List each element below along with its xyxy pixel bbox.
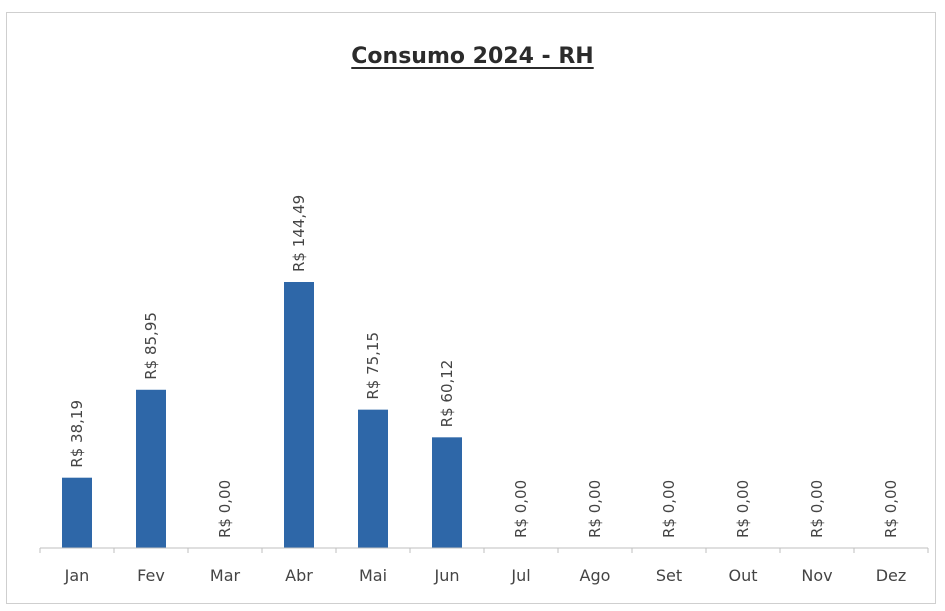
data-label-mai: R$ 75,15: [364, 332, 382, 400]
data-label-fev: R$ 85,95: [142, 312, 160, 380]
x-axis-ticks: [39, 548, 929, 553]
x-tick-label-jul: Jul: [510, 566, 530, 585]
x-axis-labels: Jan Fev Mar Abr Mai Jun Jul Ago Set Out Nov Dez: [64, 566, 907, 585]
bar-jun: [432, 437, 462, 548]
bar-jan: [62, 477, 92, 548]
data-label-out: R$ 0,00: [734, 480, 752, 538]
x-tick-label-jan: Jan: [64, 566, 90, 585]
x-tick-label-set: Set: [656, 566, 682, 585]
data-label-abr: R$ 144,49: [290, 195, 308, 272]
data-label-jan: R$ 38,19: [68, 400, 86, 468]
bar-fev: [136, 389, 166, 548]
bar-mai: [358, 409, 388, 548]
bar-abr: [284, 282, 314, 548]
x-tick-label-jun: Jun: [434, 566, 460, 585]
data-label-dez: R$ 0,00: [882, 480, 900, 538]
x-tick-label-ago: Ago: [580, 566, 611, 585]
chart-title-text: Consumo 2024 - RH: [351, 44, 594, 69]
x-tick-label-mai: Mai: [359, 566, 387, 585]
data-label-jun: R$ 60,12: [438, 360, 456, 428]
data-labels: R$ 38,19 R$ 85,95 R$ 0,00 R$ 144,49 R$ 75,15…: [68, 195, 900, 538]
x-tick-label-out: Out: [728, 566, 757, 585]
data-label-set: R$ 0,00: [660, 480, 678, 538]
chart-title: Consumo 2024 - RH: [0, 44, 945, 69]
data-label-nov: R$ 0,00: [808, 480, 826, 538]
x-tick-label-mar: Mar: [210, 566, 241, 585]
x-tick-label-fev: Fev: [137, 566, 165, 585]
data-label-jul: R$ 0,00: [512, 480, 530, 538]
x-tick-label-abr: Abr: [285, 566, 313, 585]
bars-layer: [62, 282, 462, 548]
data-label-ago: R$ 0,00: [586, 480, 604, 538]
x-tick-label-nov: Nov: [801, 566, 832, 585]
data-label-mar: R$ 0,00: [216, 480, 234, 538]
x-tick-label-dez: Dez: [876, 566, 907, 585]
